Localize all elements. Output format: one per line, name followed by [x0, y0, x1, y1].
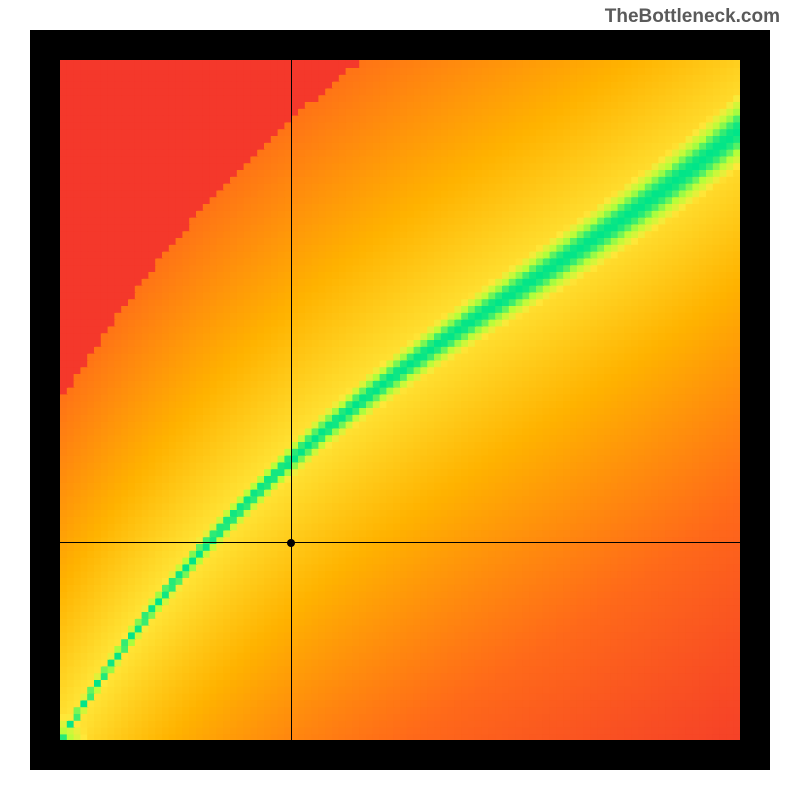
plot-area — [60, 60, 740, 740]
plot-outer-frame — [30, 30, 770, 770]
crosshair-vertical — [291, 60, 292, 740]
heatmap-canvas — [60, 60, 740, 740]
marker-dot — [287, 539, 295, 547]
figure-container: TheBottleneck.com — [0, 0, 800, 800]
crosshair-horizontal — [60, 542, 740, 543]
attribution-text: TheBottleneck.com — [605, 6, 780, 28]
